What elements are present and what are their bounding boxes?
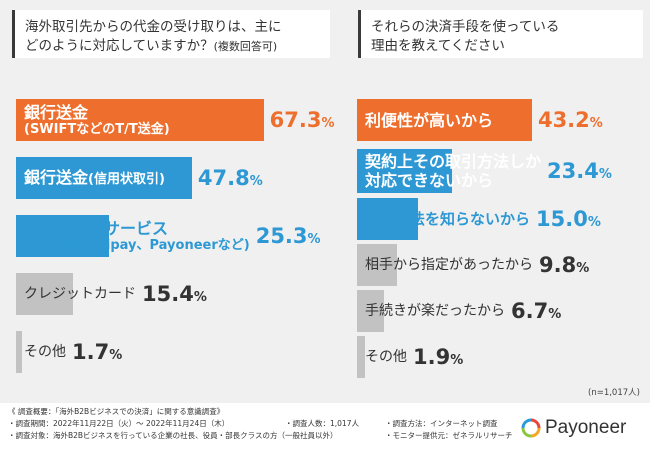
value-percent-sign: %	[109, 348, 123, 363]
question-left-line1: 海外取引先からの代金の受け取りは、主に	[25, 19, 282, 35]
bar-right-3	[357, 244, 397, 286]
value-label: 6.7%	[511, 299, 561, 323]
value-number: 1.9	[413, 345, 451, 369]
bar-label-line2: 対応できないから	[365, 171, 494, 190]
value-number: 25.3	[255, 224, 308, 248]
value-number: 1.7	[72, 340, 110, 364]
bar-label: その他	[365, 336, 407, 378]
value-label: 43.2%	[538, 108, 603, 132]
question-left: 海外取引先からの代金の受け取りは、主に どのように対応していますか？(複数回答可…	[12, 10, 330, 58]
bar-label-line1: 銀行送金(信用状取引)	[24, 168, 165, 187]
value-label: 1.9%	[413, 345, 463, 369]
payoneer-logo-text: Payoneer	[545, 417, 627, 438]
bar-label-line1: 利便性が高いから	[365, 110, 494, 130]
value-number: 67.3	[269, 108, 322, 132]
value-label: 15.0%	[536, 207, 601, 231]
question-right-line2: 理由を教えてください	[371, 38, 505, 54]
bar-label: 利便性が高いから	[365, 99, 493, 141]
value-number: 47.8	[197, 166, 250, 190]
question-left-line2: どのように対応していますか？	[25, 38, 214, 54]
bar-right-5	[357, 336, 365, 378]
value-number: 6.7	[511, 299, 549, 323]
value-percent-sign: %	[598, 167, 612, 182]
footer: 《 調査概要：「海外B2Bビジネスでの決済」に関する意識調査》 ・調査期間：20…	[0, 403, 650, 450]
bar-label: その他	[24, 331, 66, 373]
bar-left-3	[16, 273, 73, 315]
question-right-line1: それらの決済手段を使っている	[371, 19, 560, 35]
footer-period: ・調査期間：2022年11月22日（火）～ 2022年11月24日（木）	[8, 419, 230, 428]
value-label: 67.3%	[270, 108, 335, 132]
value-percent-sign: %	[321, 116, 335, 131]
value-number: 23.4	[547, 159, 599, 183]
value-percent-sign: %	[307, 232, 321, 247]
value-number: 15.4	[142, 282, 194, 306]
footer-provider: ・モニター提供元：ゼネラルリサーチ	[385, 431, 513, 440]
bar-label: 相手から指定があったから	[365, 244, 533, 286]
bar-label-line1: その他	[24, 343, 66, 360]
bar-left-1	[16, 157, 192, 199]
bar-label-line1: 手続きが楽だったから	[365, 302, 505, 319]
bar-label: 手続きが楽だったから	[365, 290, 505, 332]
value-number: 43.2	[537, 108, 590, 132]
bar-label: 銀行送金(信用状取引)	[24, 157, 165, 199]
bar-label: クレジットカード	[24, 273, 136, 315]
bar-right-4	[357, 290, 385, 332]
bar-label-line1: その他	[365, 348, 407, 365]
bar-left-4	[16, 331, 23, 373]
value-percent-sign: %	[548, 307, 562, 322]
footer-method: ・調査方法：インターネット調査	[385, 419, 498, 428]
value-percent-sign: %	[450, 353, 464, 368]
value-number: 9.8	[539, 253, 577, 277]
value-label: 23.4%	[547, 159, 612, 183]
bar-label-line1: クレジットカード	[24, 285, 136, 302]
bar-right-1	[357, 149, 452, 193]
bar-label-line1: 銀行送金	[24, 102, 89, 122]
value-percent-sign: %	[193, 290, 207, 305]
bar-label-sub: (信用状取引)	[88, 172, 165, 187]
value-percent-sign: %	[587, 215, 601, 230]
footer-respondents: ・調査人数：1,017人	[285, 419, 359, 428]
sample-size: (n=1,017人)	[588, 388, 640, 398]
question-left-note: (複数回答可)	[213, 40, 278, 53]
bar-label-line1: 外貨受取りサービス	[24, 218, 169, 238]
bar-label: 契約上その取引方法しか 対応できないから	[365, 149, 541, 193]
question-right: それらの決済手段を使っている 理由を教えてください	[358, 10, 643, 58]
value-label: 9.8%	[539, 253, 589, 277]
bar-label-line1: 他の方法を知らないから	[365, 209, 531, 228]
bar-right-2	[357, 198, 418, 240]
bar-label: 外貨受取りサービス (PayPal、Alipay、Payoneerなど)	[24, 215, 250, 257]
bar-label-line2: (SWIFTなどのT/T送金)	[24, 121, 170, 137]
value-label: 47.8%	[198, 166, 263, 190]
bar-label: 銀行送金 (SWIFTなどのT/T送金)	[24, 99, 170, 141]
footer-target: ・調査対象：海外B2Bビジネスを行っている企業の社長、役員・部長クラスの方（一般…	[8, 431, 338, 440]
bar-left-2	[16, 215, 110, 257]
bar-label-line1: 相手から指定があったから	[365, 256, 533, 273]
bar-label: 他の方法を知らないから	[365, 198, 530, 240]
payoneer-ring-icon	[521, 418, 541, 438]
bar-label-line2: (PayPal、Alipay、Payoneerなど)	[24, 237, 250, 253]
value-label: 15.4%	[142, 282, 207, 306]
value-label: 25.3%	[256, 224, 321, 248]
bar-left-0	[16, 99, 264, 141]
payoneer-logo: Payoneer	[521, 417, 626, 439]
value-percent-sign: %	[249, 174, 263, 189]
value-label: 1.7%	[72, 340, 122, 364]
value-percent-sign: %	[576, 261, 590, 276]
bar-right-0	[357, 99, 532, 141]
value-percent-sign: %	[589, 116, 603, 131]
footer-summary: 《 調査概要：「海外B2Bビジネスでの決済」に関する意識調査》	[8, 407, 225, 416]
bar-label-line1: 契約上その取引方法しか	[365, 152, 542, 171]
value-number: 15.0	[536, 207, 588, 231]
